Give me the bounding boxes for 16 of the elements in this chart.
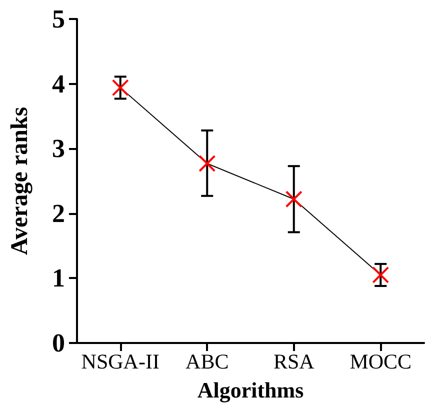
point bbox=[198, 155, 216, 172]
y-axis-title: Average ranks bbox=[7, 106, 33, 256]
x-tick-label: ABC bbox=[186, 350, 229, 374]
y-tick-label: 5 bbox=[52, 4, 65, 34]
y-tick-label: 1 bbox=[52, 264, 65, 293]
point bbox=[285, 190, 302, 208]
y-tick-label: 2 bbox=[52, 198, 65, 228]
point bbox=[372, 266, 390, 284]
x-tick-label: NSGA-II bbox=[81, 350, 160, 374]
y-tick-label: 3 bbox=[52, 134, 65, 164]
point bbox=[112, 79, 129, 96]
y-tick-label: 0 bbox=[52, 328, 65, 358]
x-tick-label: MOCC bbox=[350, 350, 412, 374]
x-tick-label: RSA bbox=[273, 350, 316, 374]
x-axis-title: Algorithms bbox=[197, 378, 304, 402]
y-tick-label: 4 bbox=[52, 69, 65, 98]
